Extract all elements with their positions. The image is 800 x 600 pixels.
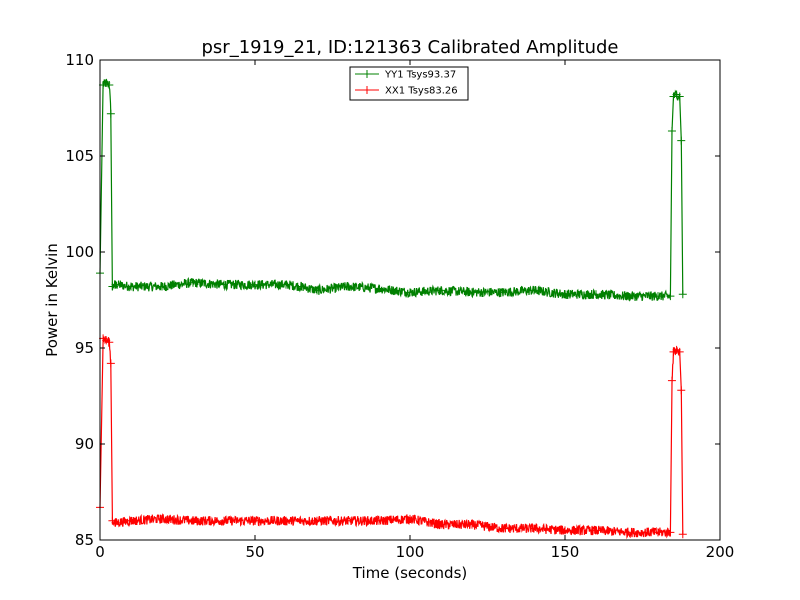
series-point-0 <box>106 109 115 118</box>
series-line-0 <box>99 78 684 302</box>
series-point-1 <box>189 516 197 525</box>
axis-ticks: 0 50 100 150 200 85 90 95 100 105 110 <box>65 51 734 561</box>
legend-label-xx1: XX1 Tsys83.26 <box>385 86 458 97</box>
series-point-1 <box>667 376 676 385</box>
chart-title: psr_1919_21, ID:121363 Calibrated Amplit… <box>201 37 618 58</box>
series-point-0 <box>530 286 538 295</box>
y-tick-label: 110 <box>65 51 94 69</box>
series-point-0 <box>667 127 676 136</box>
x-tick-label: 200 <box>706 543 735 561</box>
series-point-1 <box>592 526 600 535</box>
series-point-0 <box>220 280 228 289</box>
series-point-0 <box>313 286 321 295</box>
series-point-0 <box>158 282 166 291</box>
series-point-0 <box>666 292 675 301</box>
series-point-1 <box>282 516 290 525</box>
series-point-1 <box>220 516 228 525</box>
series-point-1 <box>375 516 383 525</box>
series-point-0 <box>344 282 352 291</box>
series-point-0 <box>127 282 135 291</box>
series-point-1 <box>158 514 166 523</box>
series-point-1 <box>666 528 675 537</box>
y-tick-label: 85 <box>75 531 94 549</box>
series-point-1 <box>499 524 507 533</box>
series-point-1 <box>106 359 115 368</box>
series-point-0 <box>592 290 600 299</box>
series-point-0 <box>105 80 114 89</box>
series-point-1 <box>468 520 476 529</box>
plot-series <box>96 78 687 540</box>
series-point-1 <box>654 528 662 537</box>
series-point-1 <box>623 528 631 537</box>
series-point-1 <box>675 347 684 356</box>
series-point-1 <box>344 516 352 525</box>
series-point-0 <box>675 92 684 101</box>
series-point-1 <box>530 524 538 533</box>
x-tick-label: 50 <box>245 543 264 561</box>
x-tick-label: 0 <box>95 543 105 561</box>
y-axis-label: Power in Kelvin <box>43 243 61 357</box>
series-line-1 <box>99 336 684 540</box>
series-point-1 <box>105 338 114 347</box>
series-point-1 <box>127 516 135 525</box>
series-point-1 <box>251 516 259 525</box>
legend-box <box>349 66 469 101</box>
series-point-0 <box>297 282 306 291</box>
x-axis-label: Time (seconds) <box>352 564 468 582</box>
x-tick-label: 100 <box>396 543 425 561</box>
series-point-1 <box>678 530 687 539</box>
series-point-0 <box>282 280 290 289</box>
series-point-1 <box>406 514 414 523</box>
series-point-1 <box>313 516 321 525</box>
series-point-0 <box>499 288 507 297</box>
y-tick-label: 105 <box>65 147 94 165</box>
series-point-0 <box>654 292 662 301</box>
legend-marker-yy1 <box>363 70 371 78</box>
legend-label-yy1: YY1 Tsys93.37 <box>384 70 456 81</box>
series-point-0 <box>677 136 686 145</box>
series-point-0 <box>406 288 414 297</box>
series-point-1 <box>437 520 445 529</box>
legend: YY1 Tsys93.37 XX1 Tsys83.26 <box>349 66 469 101</box>
x-tick-label: 150 <box>551 543 580 561</box>
series-point-1 <box>677 386 686 395</box>
series-point-0 <box>678 290 687 299</box>
series-point-0 <box>468 288 476 297</box>
series-point-0 <box>375 284 383 293</box>
y-tick-label: 100 <box>65 243 94 261</box>
y-tick-label: 90 <box>75 435 94 453</box>
legend-marker-xx1 <box>363 86 371 94</box>
series-point-0 <box>561 290 569 299</box>
series-point-0 <box>111 280 120 289</box>
series-point-1 <box>561 526 569 535</box>
series-point-1 <box>111 518 120 527</box>
series-point-0 <box>189 278 197 287</box>
series-point-0 <box>623 292 631 301</box>
series-point-0 <box>437 286 445 295</box>
y-tick-label: 95 <box>75 339 94 357</box>
series-point-0 <box>251 280 259 289</box>
